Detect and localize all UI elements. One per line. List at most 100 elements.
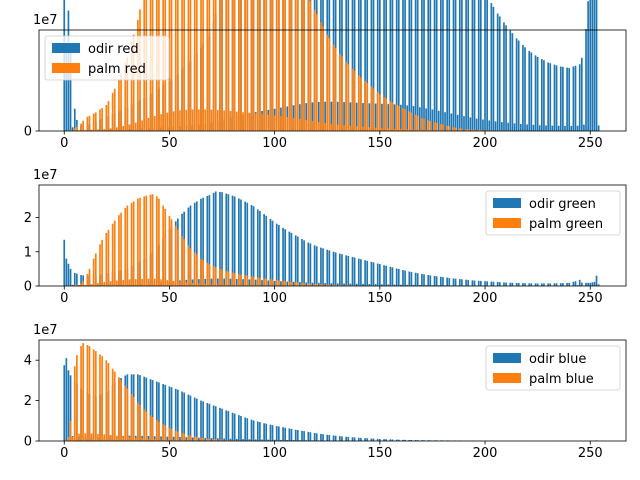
bar xyxy=(92,349,95,441)
bar xyxy=(155,196,158,286)
bar xyxy=(242,285,244,286)
bar xyxy=(400,104,402,131)
bar xyxy=(71,284,74,286)
bar xyxy=(92,113,95,131)
bar xyxy=(282,280,284,286)
bar xyxy=(326,434,329,441)
bar xyxy=(76,126,78,131)
bar xyxy=(265,278,268,286)
bar xyxy=(185,282,188,286)
bar xyxy=(124,207,127,286)
bar xyxy=(113,371,116,441)
bar xyxy=(307,242,310,286)
bar xyxy=(200,258,202,286)
bar xyxy=(425,108,427,131)
bar xyxy=(240,199,242,286)
bar xyxy=(181,236,183,286)
bar xyxy=(185,437,188,441)
bar xyxy=(263,0,265,131)
bar xyxy=(164,425,167,441)
bar xyxy=(366,438,369,441)
bar xyxy=(587,1,589,132)
bar xyxy=(227,0,230,131)
bar xyxy=(341,285,343,286)
bar xyxy=(595,275,598,286)
bar xyxy=(391,267,394,286)
bar xyxy=(94,351,97,441)
bar xyxy=(162,424,164,441)
bar xyxy=(259,277,261,286)
bar xyxy=(589,0,592,131)
bar xyxy=(412,284,415,286)
bar xyxy=(191,279,194,286)
bar xyxy=(357,0,360,131)
bar xyxy=(368,127,371,131)
bar xyxy=(233,196,236,286)
bar xyxy=(235,438,238,441)
bar xyxy=(324,122,326,131)
bar xyxy=(168,386,171,441)
bar xyxy=(195,398,198,441)
bar xyxy=(418,107,421,131)
bar xyxy=(76,355,78,441)
bar xyxy=(397,0,400,131)
bar xyxy=(360,0,362,131)
bar xyxy=(231,0,234,131)
bar xyxy=(65,439,68,441)
bar xyxy=(139,197,141,286)
bar xyxy=(484,130,486,131)
bar xyxy=(383,0,385,131)
bar xyxy=(402,108,404,131)
bar xyxy=(564,125,566,131)
bar xyxy=(69,47,72,131)
legend: odir blue palm blue xyxy=(485,345,621,391)
x-tick-label: 50 xyxy=(161,136,178,151)
bar xyxy=(393,284,396,286)
bar xyxy=(191,283,194,286)
bar xyxy=(397,105,400,131)
bar xyxy=(309,243,312,286)
bar xyxy=(427,275,430,286)
bar xyxy=(311,102,314,131)
bar xyxy=(252,206,255,286)
bar xyxy=(65,358,68,441)
bar xyxy=(130,394,133,441)
bar xyxy=(250,0,253,132)
bar xyxy=(446,0,448,131)
bar xyxy=(267,280,270,286)
y-tick-label: 1 xyxy=(24,245,32,260)
bar xyxy=(320,247,322,286)
y-tick-label: 0 xyxy=(24,125,32,140)
bar xyxy=(528,283,531,286)
bar xyxy=(189,0,192,131)
bar xyxy=(471,0,474,132)
bar xyxy=(225,270,228,286)
bar xyxy=(427,120,430,131)
bar xyxy=(435,0,438,132)
bar xyxy=(282,0,284,132)
bar xyxy=(557,125,560,131)
bar xyxy=(202,197,204,286)
bar xyxy=(145,377,148,441)
bar xyxy=(334,252,337,286)
bar xyxy=(402,439,404,441)
bar xyxy=(208,403,211,441)
bar xyxy=(353,0,356,131)
bar xyxy=(383,439,385,441)
subplot-blue: 0 50 100 150 200 250 0 2 4 1e7 odir blue palm blue xyxy=(24,323,627,461)
bar xyxy=(231,272,234,286)
bar xyxy=(294,429,297,441)
bar xyxy=(355,283,358,286)
subplot-green: 0 50 100 150 200 250 0 1 2 1e7 odir green palm gree… xyxy=(24,168,627,306)
bar xyxy=(145,411,148,441)
bar xyxy=(347,255,350,286)
bar xyxy=(168,215,171,286)
bar xyxy=(326,249,329,286)
bar xyxy=(507,122,510,131)
bar xyxy=(414,0,417,131)
bar xyxy=(118,377,120,441)
bar xyxy=(113,88,116,131)
bar xyxy=(80,123,82,131)
bar xyxy=(223,284,225,286)
bar xyxy=(341,254,343,286)
